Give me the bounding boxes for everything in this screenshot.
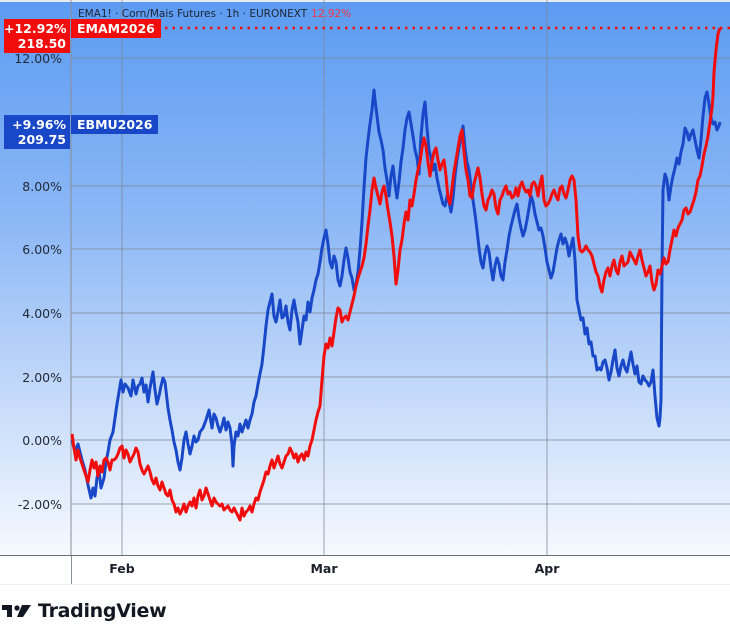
chart-area[interactable]: 12.00% 8.00% 6.00% 4.00% 2.00% 0.00% -2.… bbox=[0, 0, 730, 585]
title-change-value: 12.92% bbox=[311, 8, 352, 20]
tradingview-logo[interactable]: TradingView bbox=[2, 600, 167, 622]
y-axis-label-4: 4.00% bbox=[22, 306, 62, 321]
emam2026-price-badge[interactable]: +12.92% 218.50 bbox=[4, 19, 70, 53]
y-axis-label-6: 6.00% bbox=[22, 242, 62, 257]
x-axis-label-mar: Mar bbox=[310, 561, 338, 576]
plot-canvas[interactable] bbox=[0, 0, 730, 555]
ebmu2026-price-badge[interactable]: +9.96% 209.75 bbox=[4, 115, 70, 149]
x-axis-label-feb: Feb bbox=[109, 561, 135, 576]
emam2026-change: +12.92% bbox=[4, 21, 67, 36]
ebmu2026-change: +9.96% bbox=[12, 117, 66, 132]
ebmu2026-symbol-label[interactable]: EBMU2026 bbox=[71, 115, 159, 134]
horizontal-gridlines bbox=[71, 57, 730, 505]
series-emam2026-line[interactable] bbox=[70, 27, 722, 522]
y-axis-label-0: 0.00% bbox=[22, 433, 62, 448]
time-axis[interactable]: Feb Mar Apr bbox=[0, 555, 730, 585]
y-axis-label-8: 8.00% bbox=[22, 179, 62, 194]
symbol-description: EMA1! · Corn/Mais Futures · 1h · EURONEX… bbox=[78, 8, 308, 20]
y-axis-label-neg2: -2.00% bbox=[17, 497, 62, 512]
emam2026-price: 218.50 bbox=[17, 36, 66, 51]
top-border bbox=[0, 0, 730, 2]
tradingview-logo-text: TradingView bbox=[38, 600, 167, 622]
bottom-border bbox=[0, 584, 730, 585]
y-axis-label-12: 12.00% bbox=[14, 51, 62, 66]
ebmu2026-price: 209.75 bbox=[17, 132, 66, 147]
vertical-gridlines bbox=[121, 0, 548, 555]
y-axis-label-2: 2.00% bbox=[22, 370, 62, 385]
chart-title: EMA1! · Corn/Mais Futures · 1h · EURONEX… bbox=[78, 8, 351, 20]
time-axis-divider bbox=[71, 556, 72, 585]
emam2026-symbol-label[interactable]: EMAM2026 bbox=[71, 19, 161, 38]
x-axis-label-apr: Apr bbox=[534, 561, 560, 576]
series-ebmu2026-line[interactable] bbox=[70, 88, 722, 500]
tradingview-logo-icon bbox=[2, 605, 31, 617]
